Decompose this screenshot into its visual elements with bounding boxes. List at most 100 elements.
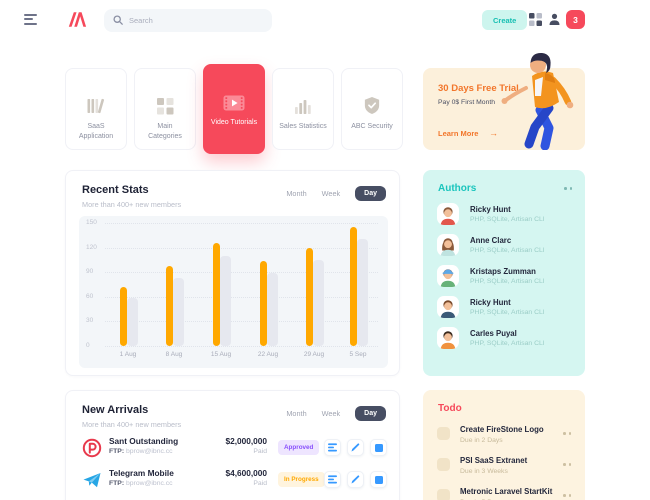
range-option-month[interactable]: Month xyxy=(286,189,307,198)
new-arrivals-title: New Arrivals xyxy=(82,404,149,416)
x-axis-tick: 29 Aug xyxy=(303,351,325,358)
author-avatar xyxy=(437,203,459,225)
y-axis-tick: 120 xyxy=(86,243,97,251)
category-card-label: Sales Statistics xyxy=(279,123,327,130)
arrival-price: $2,000,000 xyxy=(225,436,267,446)
chart-gridline xyxy=(105,247,378,249)
range-option-day[interactable]: Day xyxy=(355,406,386,421)
bar-secondary[interactable] xyxy=(312,260,324,346)
bar-primary[interactable] xyxy=(119,287,127,346)
author-avatar xyxy=(437,296,459,318)
recent-stats-card: Recent Stats More than 400+ new members … xyxy=(65,170,400,376)
stop-action-button[interactable] xyxy=(370,439,387,456)
range-option-day[interactable]: Day xyxy=(355,186,386,201)
author-name: Kristaps Zumman xyxy=(470,267,536,276)
todo-checkbox[interactable] xyxy=(437,458,450,471)
user-profile-icon[interactable] xyxy=(548,13,561,31)
bar-primary[interactable] xyxy=(259,261,267,346)
todo-row[interactable]: Metronic Laravel StartKitDue in 5 Days xyxy=(437,486,571,500)
range-option-week[interactable]: Week xyxy=(321,189,341,198)
books-icon xyxy=(66,81,126,115)
todo-row[interactable]: PSI SaaS Extranet Due in 3 Weeks xyxy=(437,455,571,481)
category-card-label: Main Categories xyxy=(148,123,182,141)
author-name: Carles Puyal xyxy=(470,329,517,338)
chart-gridline xyxy=(105,272,378,274)
status-badge: In Progress xyxy=(278,472,325,487)
stats-action-button[interactable] xyxy=(324,471,341,488)
bar-primary[interactable] xyxy=(165,266,173,346)
arrival-row[interactable]: Sant Outstanding FTP: bprow@ibnc.cc $2,000… xyxy=(82,434,387,464)
author-row[interactable]: Kristaps Zumman PHP, SQLite, Artisan CLI xyxy=(437,265,571,291)
arrival-app-name: Telegram Mobile xyxy=(109,468,174,478)
chart-gridline xyxy=(105,346,378,347)
category-card-label: ABC Security xyxy=(351,123,393,130)
x-axis-tick: 22 Aug xyxy=(257,351,279,358)
category-card-saas-application[interactable]: SaaS Application xyxy=(65,68,127,150)
trial-subtitle: Pay 0$ First Month xyxy=(438,99,496,106)
author-row[interactable]: Carles Puyal PHP, SQLite, Artisan CLI xyxy=(437,327,571,353)
author-row[interactable]: Ricky Hunt PHP, SQLite, Artisan CLI xyxy=(437,296,571,322)
todo-checkbox[interactable] xyxy=(437,427,450,440)
bar-secondary[interactable] xyxy=(219,256,231,346)
author-row[interactable]: Anne Clarc PHP, SQLite, Artisan CLI xyxy=(437,234,571,260)
search-input[interactable] xyxy=(129,16,259,25)
author-row[interactable]: Ricky Hunt PHP, SQLite, Artisan CLI xyxy=(437,203,571,229)
edit-action-button[interactable] xyxy=(347,439,364,456)
category-card-sales-statistics[interactable]: Sales Statistics xyxy=(272,68,334,150)
bar-secondary[interactable] xyxy=(126,298,138,346)
todo-checkbox[interactable] xyxy=(437,489,450,500)
chart-gridline xyxy=(105,321,378,323)
edit-action-button[interactable] xyxy=(347,471,364,488)
search-icon xyxy=(113,12,123,30)
create-button[interactable]: Create xyxy=(482,10,528,30)
apps-grid-icon[interactable] xyxy=(529,13,542,31)
author-avatar xyxy=(437,234,459,256)
shield-check-icon xyxy=(342,81,402,115)
stats-range-toggle: Month Week Day xyxy=(271,186,386,201)
stats-action-button[interactable] xyxy=(324,439,341,456)
range-option-week[interactable]: Week xyxy=(321,409,341,418)
recent-stats-title: Recent Stats xyxy=(82,184,149,196)
bar-primary[interactable] xyxy=(212,243,220,346)
category-card-label: Video Tutorials xyxy=(210,119,258,126)
y-axis-tick: 0 xyxy=(86,342,90,349)
product-p-icon xyxy=(82,438,102,458)
authors-title: Authors xyxy=(438,183,477,194)
bar-secondary[interactable] xyxy=(266,273,278,346)
bar-primary[interactable] xyxy=(305,248,313,346)
grid-squares-icon xyxy=(135,81,195,115)
author-name: Ricky Hunt xyxy=(470,205,511,214)
chart-gridline xyxy=(105,223,378,224)
todo-title: Todo xyxy=(438,403,462,414)
status-badge: Approved xyxy=(278,440,320,455)
notification-badge[interactable]: 3 xyxy=(566,10,585,29)
more-options-icon[interactable] xyxy=(564,187,572,190)
category-card-main-categories[interactable]: Main Categories xyxy=(134,68,196,150)
bar-primary[interactable] xyxy=(349,227,357,346)
bar-secondary[interactable] xyxy=(172,278,184,346)
app-logo-icon[interactable] xyxy=(67,11,87,33)
y-axis-tick: 60 xyxy=(86,292,94,300)
arrow-right-icon: → xyxy=(489,128,498,138)
arrivals-range-toggle: Month Week Day xyxy=(271,406,386,421)
more-options-icon[interactable] xyxy=(563,463,571,466)
todo-row[interactable]: Create FireStone Logo Due in 2 Days xyxy=(437,424,571,450)
arrival-price-note: Paid xyxy=(253,448,267,455)
recent-stats-subtitle: More than 400+ new members xyxy=(82,200,182,209)
category-card-abc-security[interactable]: ABC Security xyxy=(341,68,403,150)
todo-card: Todo Create FireStone Logo Due in 2 Days P… xyxy=(423,390,585,500)
category-card-video-tutorials[interactable]: Video Tutorials xyxy=(203,64,265,154)
more-options-icon[interactable] xyxy=(563,494,571,497)
arrival-actions xyxy=(324,439,387,456)
todo-item-due: Due in 2 Days xyxy=(460,437,503,444)
y-axis-tick: 150 xyxy=(86,219,97,226)
stop-action-button[interactable] xyxy=(370,471,387,488)
learn-more-link[interactable]: Learn More xyxy=(438,129,479,138)
more-options-icon[interactable] xyxy=(563,432,571,435)
bar-secondary[interactable] xyxy=(356,239,368,346)
arrival-row[interactable]: Telegram Mobile FTP: bprow@ibnc.cc $4,600,… xyxy=(82,466,387,496)
menu-toggle-button[interactable] xyxy=(24,14,37,26)
range-option-month[interactable]: Month xyxy=(286,409,307,418)
person-illustration xyxy=(498,50,580,155)
members-bar-chart: 0 30 60 90 120 150 1 Aug 8 Aug 15 Aug 22 Aug 29 Au… xyxy=(79,216,388,368)
